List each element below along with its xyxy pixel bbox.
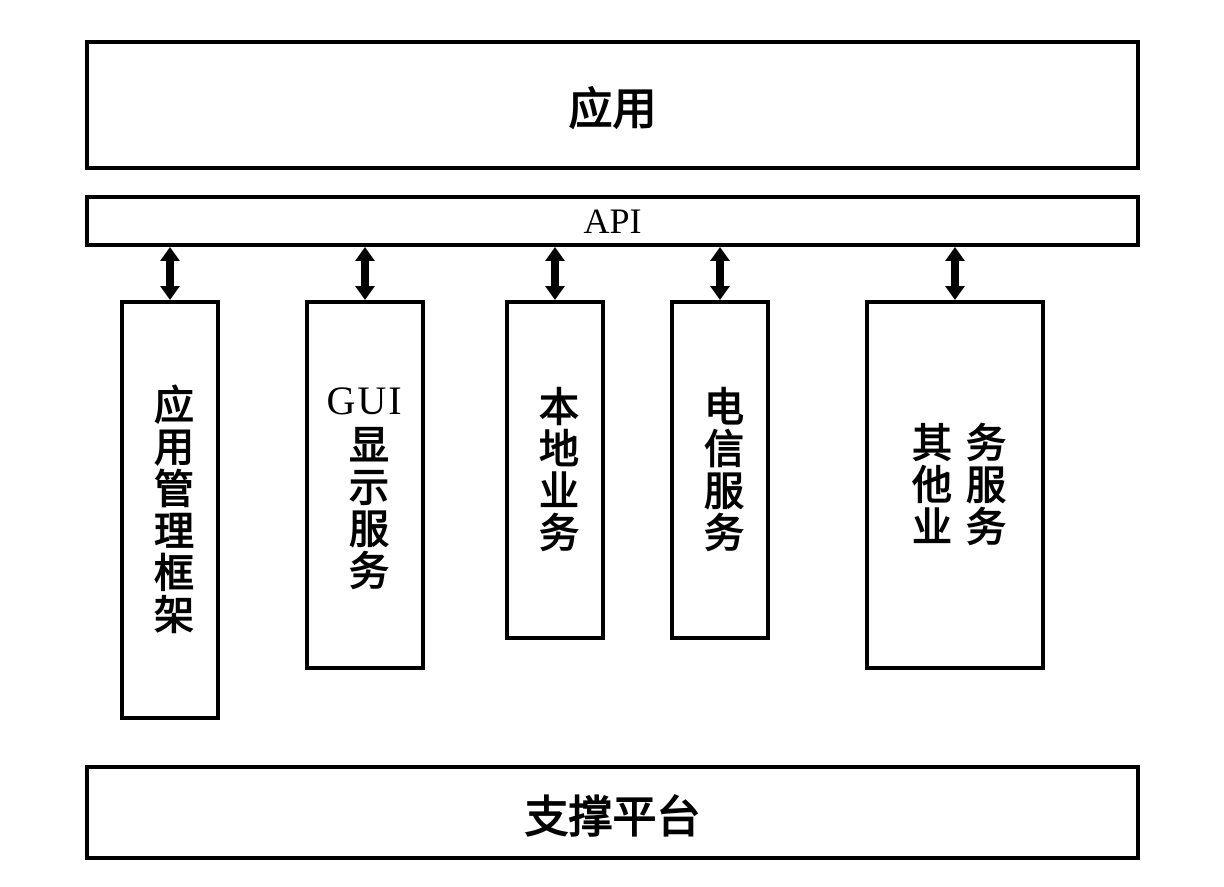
layer-platform: 支撑平台 <box>85 765 1140 860</box>
service-other-col1: 其他业 <box>905 422 951 548</box>
arrow-4 <box>945 247 965 300</box>
service-other: 其他业 务服务 <box>865 300 1045 670</box>
service-local: 本地业务 <box>505 300 605 640</box>
layer-platform-label: 支撑平台 <box>525 781 701 845</box>
service-gui-prefix: GUI <box>326 378 403 424</box>
arrow-0 <box>160 247 180 300</box>
layer-api-label: API <box>583 200 641 242</box>
layer-api: API <box>85 195 1140 247</box>
arrow-3 <box>710 247 730 300</box>
service-telecom: 电信服务 <box>670 300 770 640</box>
service-app-mgmt: 应用管理框架 <box>120 300 220 720</box>
service-app-mgmt-label: 应用管理框架 <box>147 384 193 636</box>
arrow-2 <box>545 247 565 300</box>
layer-application-label: 应用 <box>569 73 657 137</box>
service-gui: GUI 显示服务 <box>305 300 425 670</box>
services-row: 应用管理框架 GUI 显示服务 本地业务 电信服务 其他业 务服务 <box>85 300 1140 720</box>
arrow-1 <box>355 247 375 300</box>
service-gui-rest: 显示服务 <box>342 424 388 592</box>
service-other-col2: 务服务 <box>959 422 1005 548</box>
service-telecom-label: 电信服务 <box>697 386 743 554</box>
service-local-label: 本地业务 <box>532 386 578 554</box>
layer-application: 应用 <box>85 40 1140 170</box>
